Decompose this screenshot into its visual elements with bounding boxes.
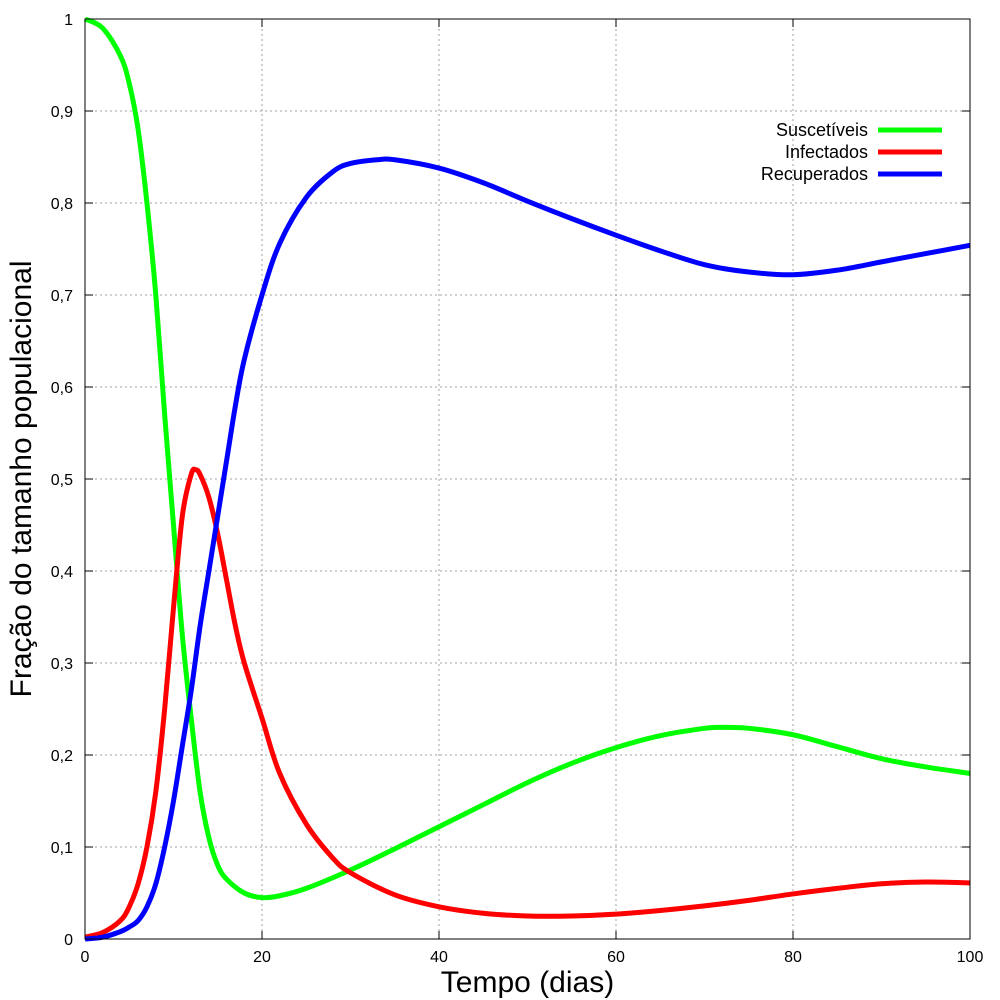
series-line-suscetiveis (83, 16, 971, 901)
grid (85, 19, 970, 939)
x-tick-label: 80 (784, 949, 802, 966)
series-line-infectados (84, 466, 971, 940)
legend-label-recuperados: Recuperados (761, 164, 868, 184)
y-tick-label: 0,9 (51, 104, 73, 121)
y-tick-label: 0,6 (51, 380, 73, 397)
y-tick-label: 0,8 (51, 196, 73, 213)
x-axis-title: Tempo (dias) (441, 966, 614, 999)
y-tick-label: 0,3 (51, 656, 73, 673)
plot-series (83, 16, 971, 942)
y-axis-title: Fração do tamanho populacional (5, 261, 38, 698)
series-line-recuperados (84, 156, 971, 942)
y-tick-label: 0,2 (51, 748, 73, 765)
x-tick-label: 20 (253, 949, 271, 966)
x-tick-label: 60 (607, 949, 625, 966)
y-tick-label: 0,7 (51, 288, 73, 305)
y-tick-label: 0,5 (51, 472, 73, 489)
x-tick-label: 100 (957, 949, 984, 966)
legend-label-infectados: Infectados (785, 142, 868, 162)
y-tick-label: 0,4 (51, 564, 73, 581)
x-tick-label: 40 (430, 949, 448, 966)
legend-label-suscetiveis: Suscetíveis (776, 120, 868, 140)
x-tick-label: 0 (81, 949, 90, 966)
y-tick-label: 0,1 (51, 840, 73, 857)
y-tick-label: 0 (64, 932, 73, 949)
axis-ticks: 0 20 40 60 80 100 0 0,1 0,2 0,3 0,4 0,5 0,6 0,7 0,8 0,9… (51, 12, 984, 966)
y-tick-label: 1 (64, 12, 73, 29)
